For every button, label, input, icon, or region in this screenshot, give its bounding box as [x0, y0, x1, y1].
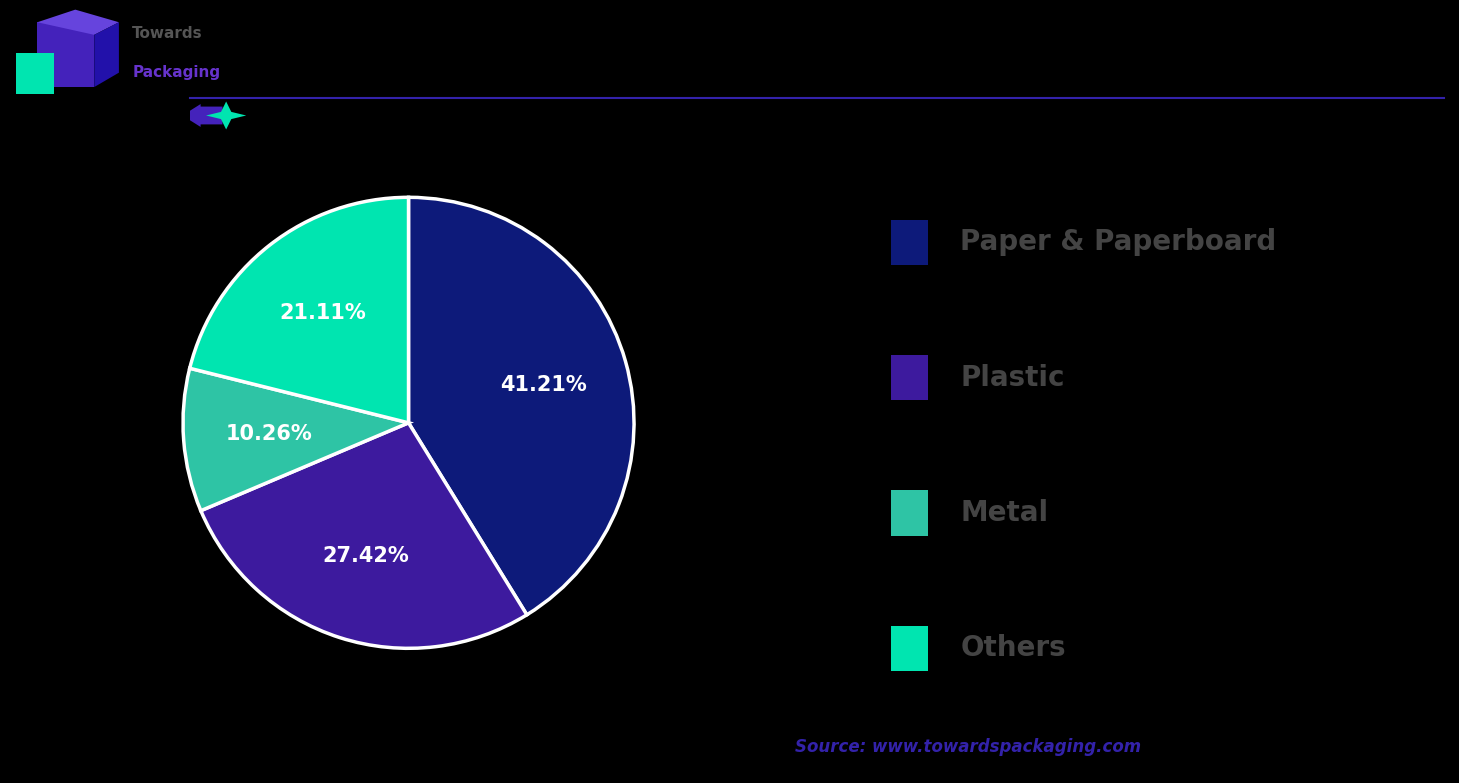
FancyBboxPatch shape	[891, 355, 928, 400]
Text: 21.11%: 21.11%	[279, 303, 366, 323]
Wedge shape	[182, 368, 409, 511]
Text: 10.26%: 10.26%	[226, 424, 312, 444]
FancyArrow shape	[182, 104, 223, 127]
Text: Source: www.towardspackaging.com: Source: www.towardspackaging.com	[795, 738, 1141, 756]
Text: Towards: Towards	[133, 26, 203, 41]
Wedge shape	[409, 197, 635, 615]
Text: Metal: Metal	[960, 499, 1049, 527]
Polygon shape	[206, 102, 247, 129]
Text: 41.21%: 41.21%	[499, 375, 587, 395]
Text: Plastic: Plastic	[960, 364, 1065, 392]
FancyBboxPatch shape	[891, 626, 928, 671]
Wedge shape	[190, 197, 409, 423]
Text: Packaging: Packaging	[133, 65, 220, 80]
Text: 27.42%: 27.42%	[322, 546, 410, 566]
Polygon shape	[95, 22, 120, 87]
FancyBboxPatch shape	[16, 52, 54, 94]
FancyBboxPatch shape	[891, 220, 928, 265]
Text: Paper & Paperboard: Paper & Paperboard	[960, 229, 1277, 256]
Polygon shape	[38, 9, 120, 34]
FancyBboxPatch shape	[38, 22, 95, 87]
Text: Others: Others	[960, 634, 1067, 662]
FancyBboxPatch shape	[891, 490, 928, 536]
Wedge shape	[201, 423, 527, 648]
